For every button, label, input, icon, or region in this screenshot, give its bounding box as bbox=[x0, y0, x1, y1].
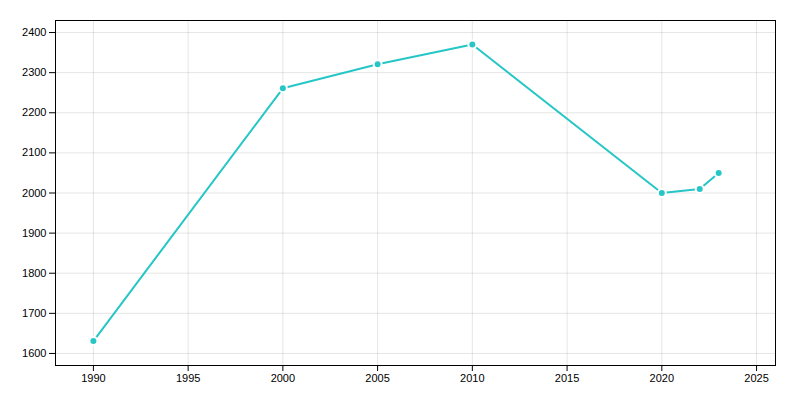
svg-text:2100: 2100 bbox=[22, 146, 46, 158]
svg-text:1900: 1900 bbox=[22, 227, 46, 239]
svg-text:2025: 2025 bbox=[744, 372, 768, 384]
svg-text:1995: 1995 bbox=[176, 372, 200, 384]
svg-text:2000: 2000 bbox=[271, 372, 295, 384]
svg-text:2300: 2300 bbox=[22, 66, 46, 78]
svg-text:1700: 1700 bbox=[22, 307, 46, 319]
svg-text:1800: 1800 bbox=[22, 267, 46, 279]
svg-text:2200: 2200 bbox=[22, 106, 46, 118]
svg-text:2010: 2010 bbox=[460, 372, 484, 384]
svg-text:2400: 2400 bbox=[22, 26, 46, 38]
svg-text:2020: 2020 bbox=[650, 372, 674, 384]
svg-text:1990: 1990 bbox=[81, 372, 105, 384]
svg-text:2005: 2005 bbox=[365, 372, 389, 384]
svg-text:2000: 2000 bbox=[22, 187, 46, 199]
svg-text:2015: 2015 bbox=[555, 372, 579, 384]
svg-text:1600: 1600 bbox=[22, 347, 46, 359]
